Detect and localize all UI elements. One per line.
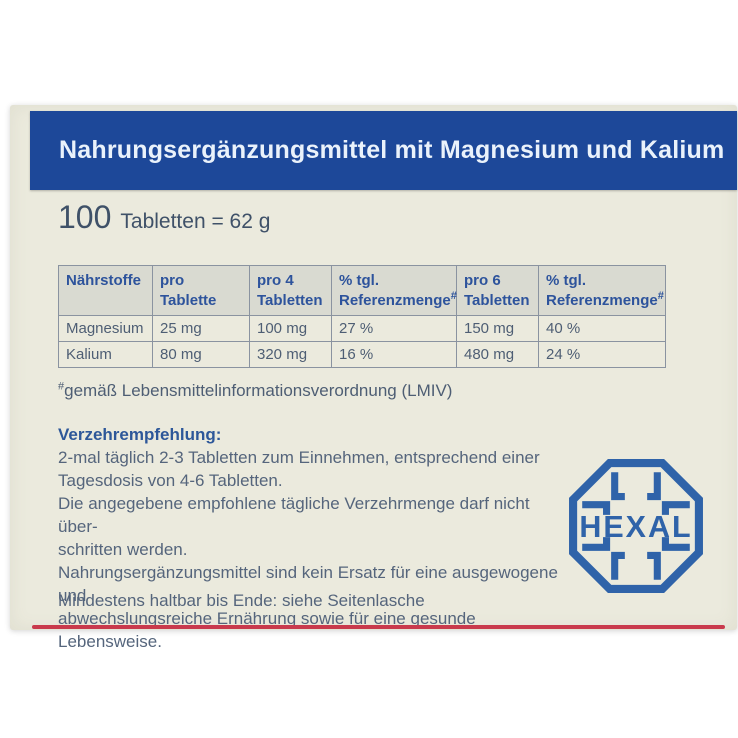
consumption-line: schritten werden. <box>58 540 188 559</box>
hexal-logo-icon: HEXAL <box>569 459 703 593</box>
consumption-line: Nahrungsergänzungsmittel sind kein Ersat… <box>58 563 558 605</box>
tablet-count: 100 <box>58 199 112 235</box>
cell-value: 80 mg <box>152 341 250 368</box>
package-edge-red-stripe <box>32 625 725 629</box>
footnote-marker: # <box>58 380 65 393</box>
consumption-recommendation: Verzehrempfehlung: 2-mal täglich 2-3 Tab… <box>58 423 558 653</box>
consumption-line: Die angegebene empfohlene tägliche Verze… <box>58 494 530 536</box>
cell-value: 25 mg <box>152 315 250 342</box>
cell-nutrient: Kalium <box>58 341 153 368</box>
footnote-marker: # <box>657 290 664 303</box>
logo-cross-stroke <box>582 537 611 551</box>
cell-value: 320 mg <box>249 341 332 368</box>
col-header-per-6: pro 6 Tabletten <box>456 265 539 316</box>
package-back-panel: Nahrungsergänzungsmittel mit Magnesium u… <box>10 105 737 651</box>
table-row-magnesium: Magnesium 25 mg 100 mg 27 % 150 mg 40 % <box>58 315 666 342</box>
table-footnote: #gemäß Lebensmittelinformationsverordnun… <box>58 381 452 401</box>
consumption-heading: Verzehrempfehlung: <box>58 425 222 444</box>
cell-value: 40 % <box>538 315 666 342</box>
cell-value: 100 mg <box>249 315 332 342</box>
product-title: Nahrungsergänzungsmittel mit Magnesium u… <box>59 136 725 164</box>
consumption-line: abwechslungsreiche Ernährung sowie für e… <box>58 609 476 651</box>
logo-cross-stroke <box>582 501 611 515</box>
cell-value: 16 % <box>331 341 457 368</box>
cell-nutrient: Magnesium <box>58 315 153 342</box>
table-header-row: Nährstoffe pro Tablette pro 4 Tabletten … <box>58 265 666 316</box>
cell-value: 480 mg <box>456 341 539 368</box>
logo-wordmark: HEXAL <box>579 510 692 544</box>
quantity-line: 100 Tabletten = 62 g <box>58 201 270 234</box>
nutrition-table: Nährstoffe pro Tablette pro 4 Tabletten … <box>58 265 666 368</box>
logo-cross-stroke <box>661 537 690 551</box>
best-before-note: Mindestens haltbar bis Ende: siehe Seite… <box>58 591 425 610</box>
product-title-bar: Nahrungsergänzungsmittel mit Magnesium u… <box>30 111 737 190</box>
cell-value: 150 mg <box>456 315 539 342</box>
tablet-weight: Tabletten = 62 g <box>120 210 271 233</box>
logo-cross-stroke <box>661 501 690 515</box>
cell-value: 27 % <box>331 315 457 342</box>
logo-octagon <box>569 459 703 593</box>
logo-cross-stroke <box>611 551 625 580</box>
col-header-ref-4: % tgl. Referenzmenge# <box>331 265 457 316</box>
col-header-per-4: pro 4 Tabletten <box>249 265 332 316</box>
logo-cross-stroke <box>647 472 661 501</box>
logo-cross-stroke <box>611 472 625 501</box>
col-header-per-tablet: pro Tablette <box>152 265 250 316</box>
footnote-text: gemäß Lebensmittelinformationsverordnung… <box>64 381 453 400</box>
consumption-line: 2-mal täglich 2-3 Tabletten zum Einnehme… <box>58 448 540 467</box>
table-row-kalium: Kalium 80 mg 320 mg 16 % 480 mg 24 % <box>58 341 666 368</box>
logo-cross-stroke <box>647 551 661 580</box>
col-header-ref-6: % tgl. Referenzmenge# <box>538 265 666 316</box>
footnote-marker: # <box>450 290 457 303</box>
col-header-nutrient: Nährstoffe <box>58 265 153 316</box>
cell-value: 24 % <box>538 341 666 368</box>
consumption-line: Tagesdosis von 4-6 Tabletten. <box>58 471 283 490</box>
